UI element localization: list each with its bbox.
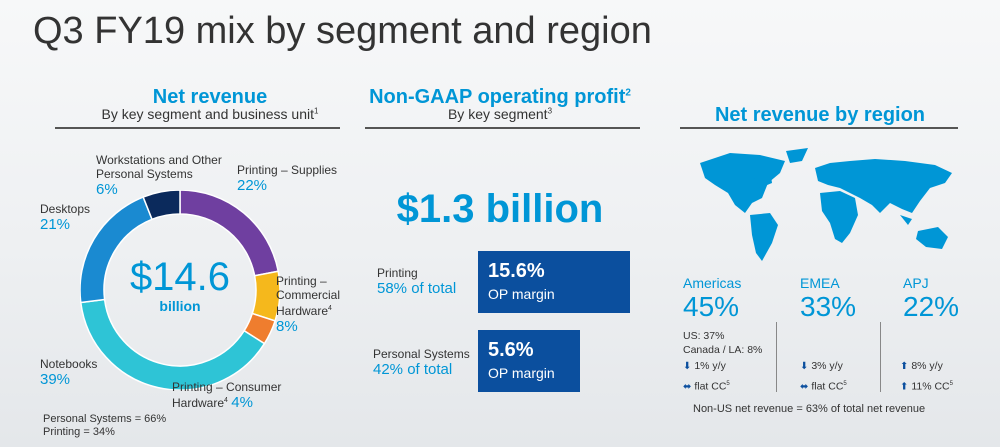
arrow-left-right-icon: ⬌ bbox=[683, 381, 692, 393]
apj-yy: ⬆ 8% y/y bbox=[900, 360, 943, 372]
donut-center-unit: billion bbox=[159, 298, 201, 314]
slice-label-notebooks: Notebooks 39% bbox=[40, 357, 98, 388]
slice-label-commercial-hardware: Printing – Commercial Hardware4 8% bbox=[276, 274, 341, 335]
apj-cc: ⬆ 11% CC5 bbox=[900, 380, 953, 393]
region-divider-2 bbox=[880, 322, 881, 392]
slice-label-consumer-hardware: Printing – Consumer Hardware4 4% bbox=[172, 380, 282, 411]
region-name-apj: APJ bbox=[903, 275, 929, 291]
op-profit-total: $1.3 billion bbox=[396, 187, 604, 231]
region-name-emea: EMEA bbox=[800, 275, 840, 291]
arrow-up-icon: ⬆ bbox=[900, 381, 909, 393]
printing-op-margin-box: 15.6% OP margin bbox=[478, 251, 630, 313]
op-profit-heading: Non-GAAP operating profit2 bbox=[369, 86, 631, 108]
net-revenue-subheading: By key segment and business unit1 bbox=[101, 106, 319, 122]
slice-label-printing-supplies: Printing – Supplies 22% bbox=[237, 163, 338, 194]
personal-systems-share: Personal Systems 42% of total bbox=[373, 347, 470, 378]
page-title: Q3 FY19 mix by segment and region bbox=[33, 10, 652, 52]
footnote-personal-systems: Personal Systems = 66% bbox=[43, 413, 167, 425]
printing-share: Printing 58% of total bbox=[377, 266, 457, 297]
slice-label-workstations: Workstations and Other Personal Systems … bbox=[96, 153, 222, 198]
region-pct-americas: 45% bbox=[683, 291, 740, 322]
arrow-down-icon: ⬇ bbox=[800, 361, 809, 372]
personal-systems-op-margin-box: 5.6% OP margin bbox=[478, 330, 580, 392]
region-footnote: Non-US net revenue = 63% of total net re… bbox=[693, 403, 926, 415]
net-revenue-rule bbox=[55, 127, 340, 129]
footnote-printing: Printing = 34% bbox=[43, 426, 115, 438]
emea-yy: ⬇ 3% y/y bbox=[800, 360, 843, 372]
region-rule bbox=[680, 127, 958, 129]
op-profit-subheading: By key segment3 bbox=[447, 106, 553, 122]
region-divider-1 bbox=[776, 322, 777, 392]
donut-center: $14.6 billion bbox=[80, 256, 280, 314]
revenue-donut-chart bbox=[80, 190, 280, 390]
net-revenue-heading: Net revenue bbox=[152, 86, 268, 108]
americas-yy: ⬇ 1% y/y bbox=[683, 360, 726, 372]
region-name-americas: Americas bbox=[683, 275, 742, 291]
donut-center-value: $14.6 bbox=[129, 255, 231, 299]
world-map-icon bbox=[700, 148, 952, 261]
donut-slice-5 bbox=[142, 190, 181, 221]
arrow-up-icon: ⬆ bbox=[900, 361, 909, 372]
emea-cc: ⬌ flat CC5 bbox=[800, 380, 847, 393]
op-profit-rule bbox=[365, 127, 640, 129]
slice-label-desktops: Desktops 21% bbox=[40, 202, 91, 233]
region-pct-emea: 33% bbox=[800, 291, 857, 322]
arrow-down-icon: ⬇ bbox=[683, 361, 692, 372]
americas-cc: ⬌ flat CC5 bbox=[683, 380, 730, 393]
americas-detail-us: US: 37% bbox=[683, 330, 725, 342]
region-pct-apj: 22% bbox=[903, 291, 960, 322]
region-heading: Net revenue by region bbox=[714, 104, 926, 126]
americas-detail-canada-la: Canada / LA: 8% bbox=[683, 344, 763, 356]
arrow-left-right-icon: ⬌ bbox=[800, 381, 809, 393]
